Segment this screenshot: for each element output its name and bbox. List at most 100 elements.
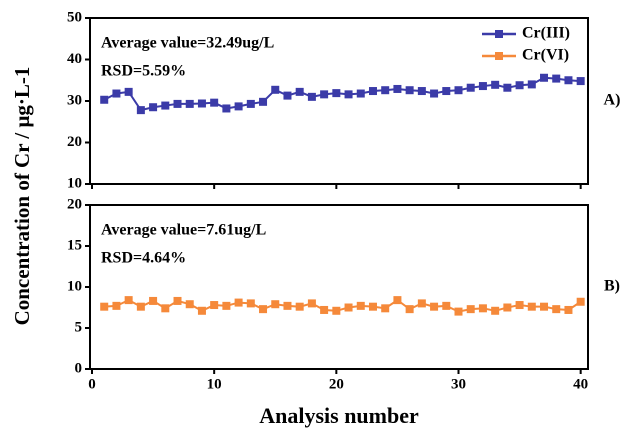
- marker: [124, 87, 133, 96]
- marker: [197, 306, 206, 315]
- series-line: [104, 298, 582, 313]
- marker: [417, 87, 426, 96]
- marker: [478, 304, 487, 313]
- marker: [417, 299, 426, 308]
- y-tick-label: 20: [67, 196, 82, 212]
- marker: [185, 300, 194, 309]
- marker: [259, 305, 268, 314]
- x-axis-label: Analysis number: [259, 403, 419, 428]
- marker: [271, 85, 280, 94]
- marker: [527, 302, 536, 311]
- marker: [210, 301, 219, 310]
- marker: [112, 89, 121, 98]
- marker: [540, 73, 549, 82]
- legend-label: Cr(III): [522, 25, 570, 42]
- marker: [124, 296, 133, 305]
- marker: [234, 298, 243, 307]
- marker: [320, 90, 329, 99]
- marker: [454, 307, 463, 316]
- marker: [295, 87, 304, 96]
- marker: [246, 99, 255, 108]
- marker: [527, 80, 536, 89]
- x-tick-label: 10: [207, 376, 222, 392]
- marker: [222, 104, 231, 113]
- annotation: Average value=7.61ug/L: [101, 222, 266, 239]
- y-tick-label: 0: [75, 360, 83, 376]
- marker: [246, 299, 255, 308]
- marker: [393, 296, 402, 305]
- x-tick-label: 30: [451, 376, 466, 392]
- marker: [564, 76, 573, 85]
- y-tick-label: 10: [67, 175, 82, 191]
- annotation: Average value=32.49ug/L: [101, 35, 274, 52]
- marker: [259, 97, 268, 106]
- marker: [149, 296, 158, 305]
- marker: [185, 99, 194, 108]
- marker: [491, 306, 500, 315]
- marker: [271, 300, 280, 309]
- marker: [332, 306, 341, 315]
- marker: [161, 304, 170, 313]
- marker: [540, 302, 549, 311]
- marker: [381, 304, 390, 313]
- marker: [442, 301, 451, 310]
- marker: [515, 81, 524, 90]
- series-line: [103, 76, 581, 112]
- marker: [332, 89, 341, 98]
- marker: [552, 74, 561, 83]
- legend-label: Cr(VI): [522, 47, 569, 64]
- marker: [442, 87, 451, 96]
- y-tick-label: 10: [67, 278, 82, 294]
- marker: [576, 297, 585, 306]
- marker: [173, 99, 182, 108]
- marker: [405, 86, 414, 95]
- marker: [552, 305, 561, 314]
- marker: [356, 89, 365, 98]
- x-tick-label: 0: [88, 376, 96, 392]
- marker: [478, 82, 487, 91]
- marker: [576, 77, 585, 86]
- annotation: RSD=5.59%: [101, 63, 186, 80]
- marker: [344, 303, 353, 312]
- annotation: RSD=4.64%: [101, 250, 186, 267]
- marker: [356, 301, 365, 310]
- marker: [503, 83, 512, 92]
- marker: [503, 303, 512, 312]
- marker: [393, 84, 402, 93]
- y-tick-label: 20: [67, 134, 82, 150]
- marker: [405, 305, 414, 314]
- marker: [564, 305, 573, 314]
- marker: [307, 299, 316, 308]
- panel-label: A): [604, 92, 621, 109]
- marker: [234, 102, 243, 111]
- y-axis-label: Concentration of Cr / μg·L-1: [10, 67, 34, 326]
- y-tick-label: 30: [67, 92, 82, 108]
- marker: [112, 301, 121, 310]
- marker: [173, 296, 182, 305]
- marker: [161, 101, 170, 110]
- marker: [283, 91, 292, 100]
- marker: [136, 106, 145, 115]
- marker: [307, 92, 316, 101]
- marker: [381, 86, 390, 95]
- marker: [491, 80, 500, 89]
- marker: [344, 90, 353, 99]
- x-tick-label: 20: [329, 376, 344, 392]
- marker: [283, 301, 292, 310]
- marker: [222, 301, 231, 310]
- marker: [368, 302, 377, 311]
- marker: [136, 302, 145, 311]
- x-tick-label: 40: [573, 376, 588, 392]
- marker: [466, 305, 475, 314]
- marker: [320, 305, 329, 314]
- marker: [100, 302, 109, 311]
- marker: [454, 86, 463, 95]
- marker: [466, 83, 475, 92]
- marker: [368, 87, 377, 96]
- marker: [197, 99, 206, 108]
- marker: [100, 95, 109, 104]
- marker: [515, 301, 524, 310]
- y-tick-label: 40: [67, 51, 82, 67]
- legend-marker: [495, 30, 503, 38]
